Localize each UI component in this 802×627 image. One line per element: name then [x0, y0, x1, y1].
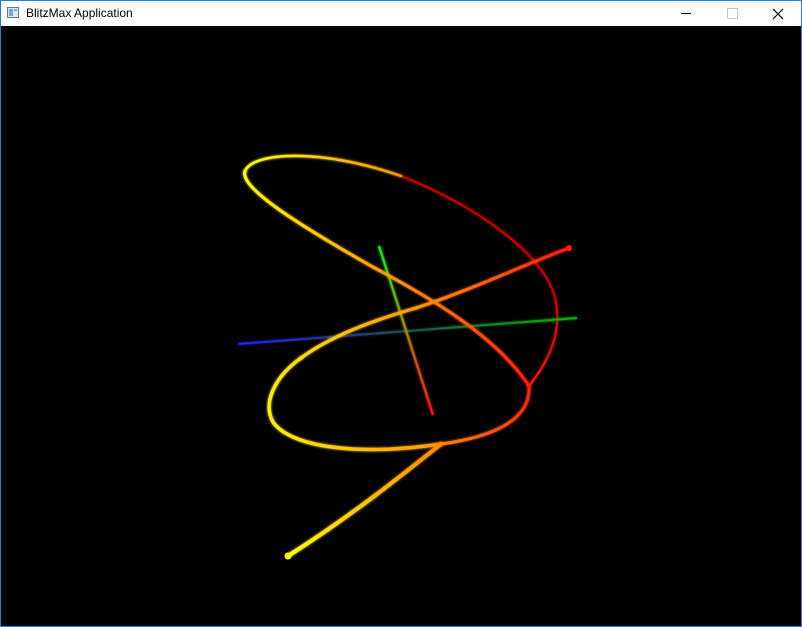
scene-svg: [237, 154, 578, 560]
curve-segment-loop-bottom: [267, 356, 443, 452]
window-title: BlitzMax Application: [26, 6, 133, 20]
curve-segment-top-back: [243, 154, 403, 178]
minimize-button[interactable]: [663, 1, 709, 26]
maximize-button[interactable]: [709, 1, 755, 26]
close-button[interactable]: [755, 1, 801, 26]
curve-segment-loop-rise: [299, 306, 418, 360]
curve-segment-back: [400, 175, 559, 387]
render-canvas[interactable]: [1, 26, 801, 626]
curve-segment-bottom-tail: [286, 442, 443, 558]
curve-segment-loop-right: [439, 384, 531, 446]
title-bar[interactable]: BlitzMax Application: [1, 1, 801, 26]
close-icon: [772, 8, 784, 20]
application-icon[interactable]: [7, 7, 19, 18]
curve-end-point-bottom: [284, 552, 292, 560]
horizontal-axis-line: [237, 317, 578, 345]
curve-segment-upper: [243, 169, 531, 388]
curve-segment-right-tail: [414, 246, 571, 310]
curve-end-point-right: [566, 245, 572, 251]
